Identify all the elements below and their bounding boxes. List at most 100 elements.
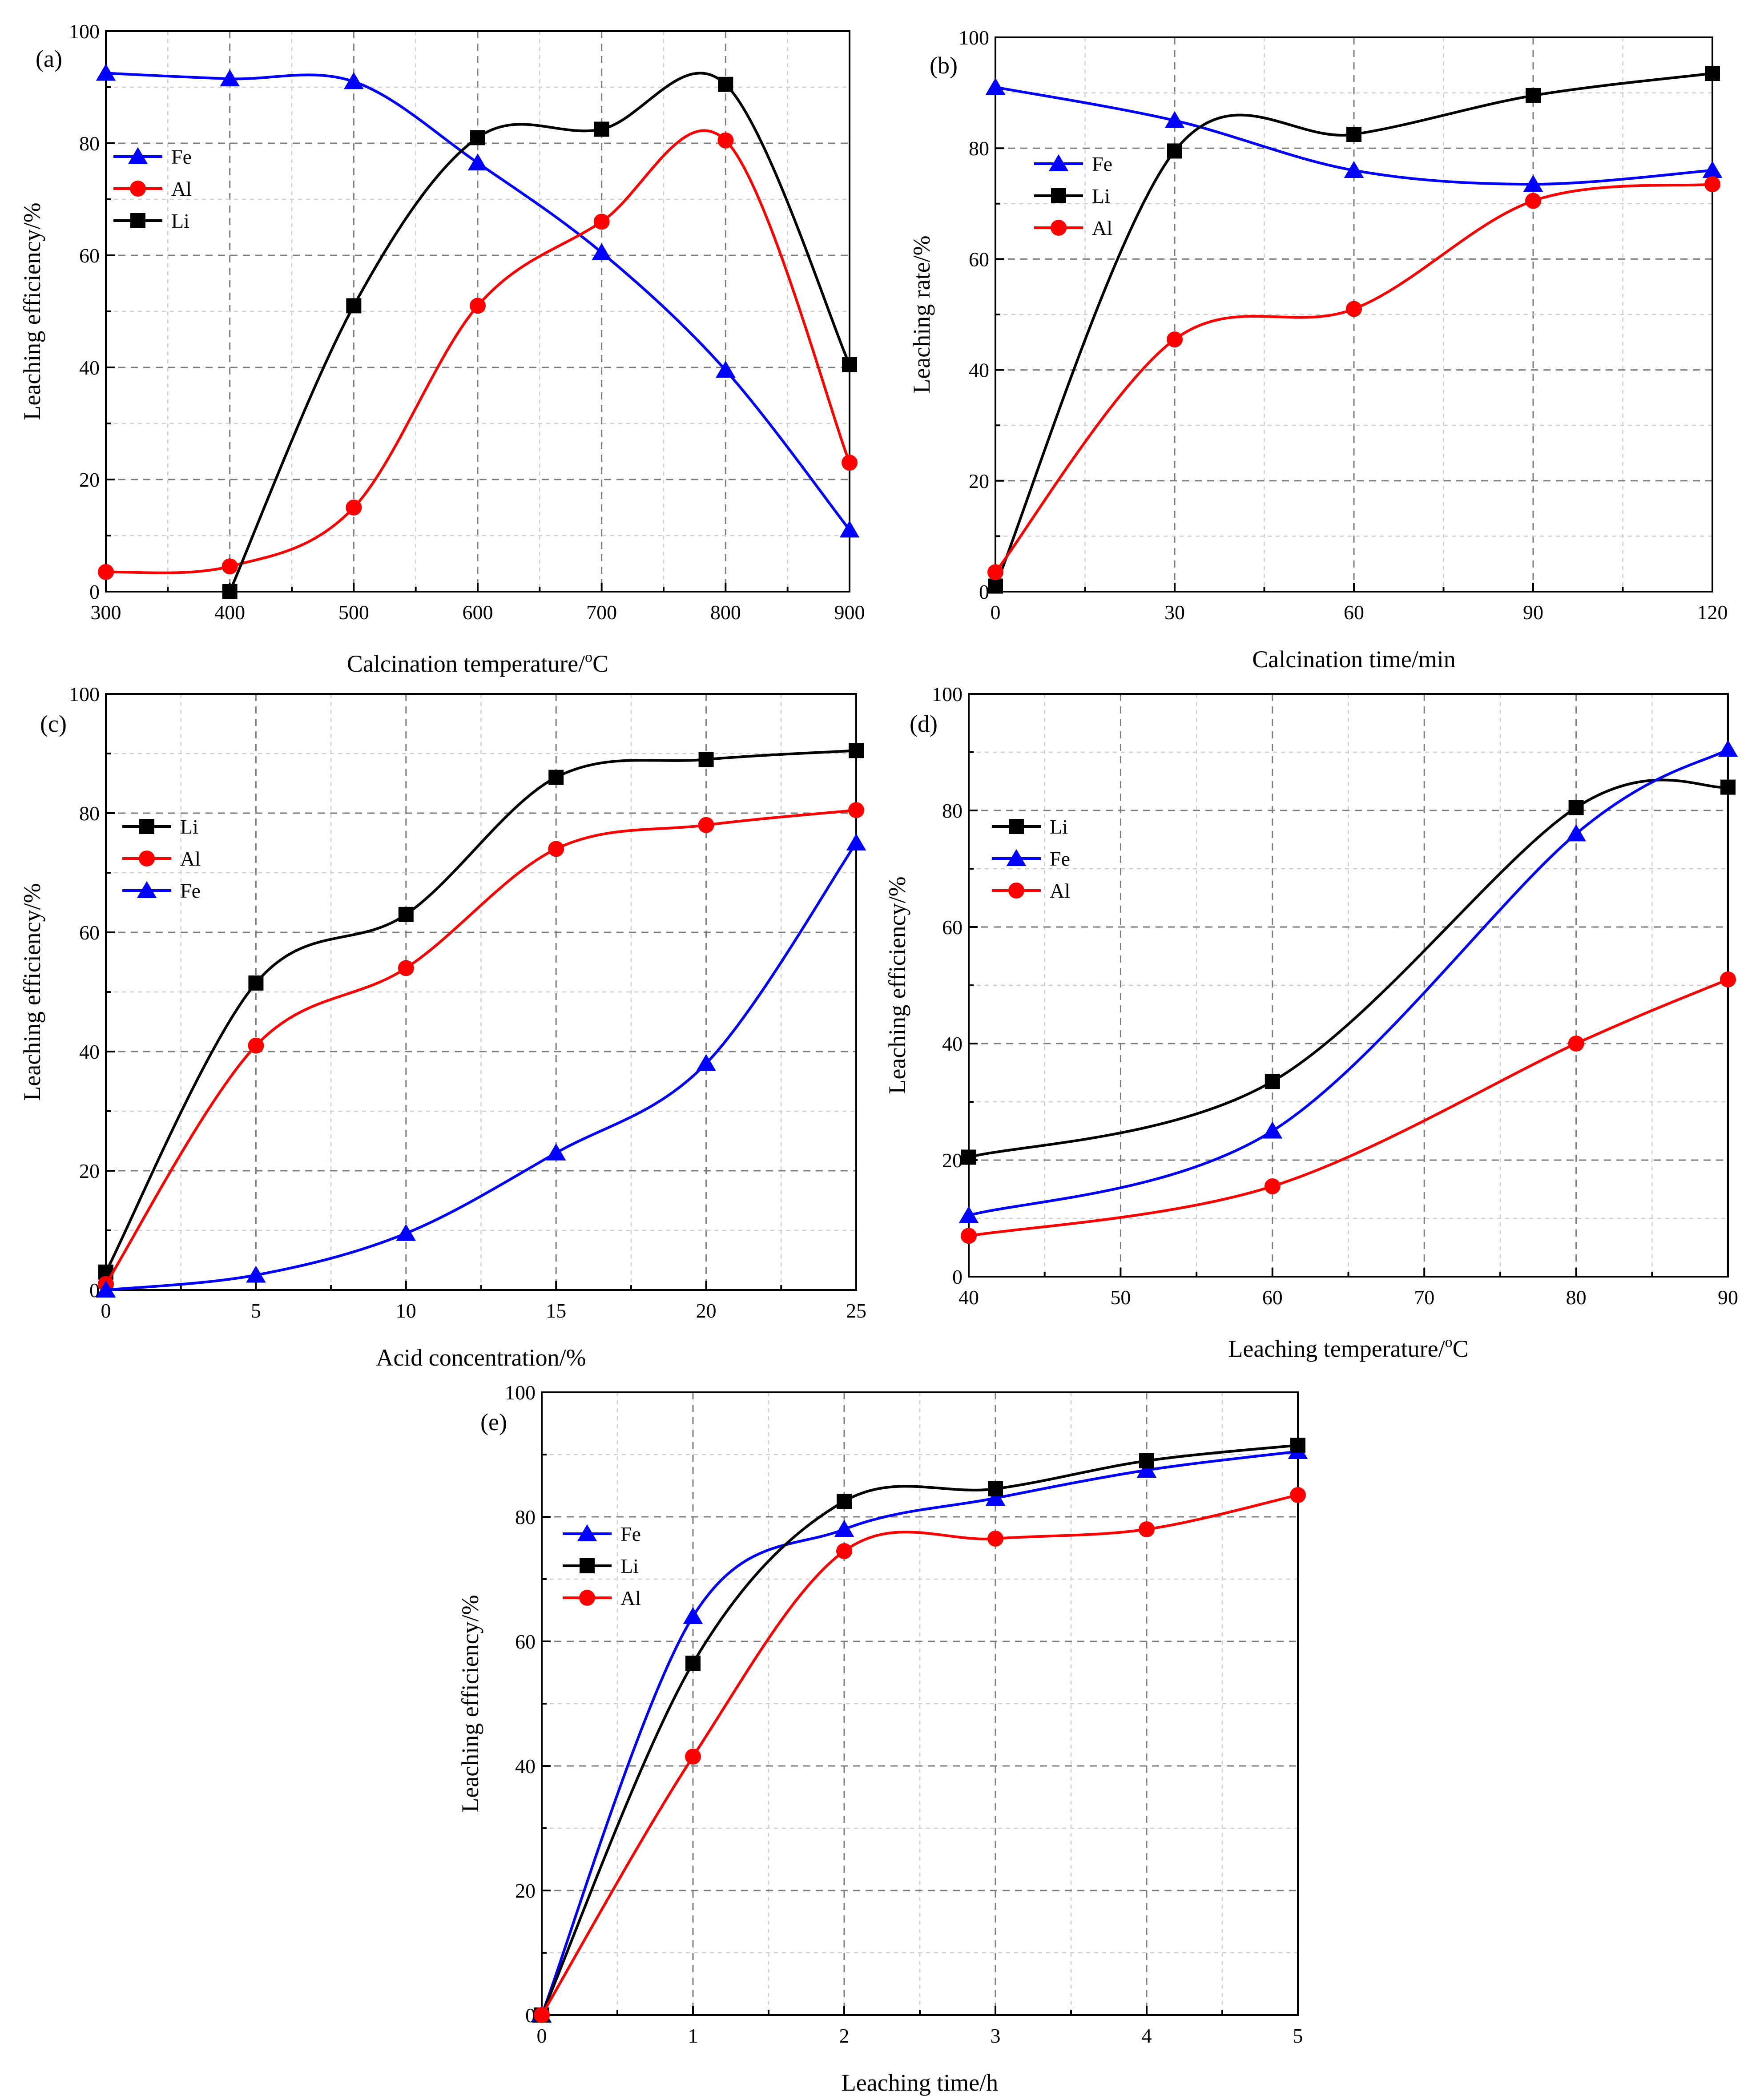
x-tick-label: 1 <box>688 2024 698 2047</box>
series-line-fe <box>105 842 858 1291</box>
x-axis-title: Leaching time/h <box>842 2069 998 2096</box>
data-point-al <box>987 564 1003 580</box>
series-fe <box>959 740 1738 1223</box>
axis-ticks: 300 400 500 600 700 800 900 0 20 40 60 80 100 <box>69 20 865 624</box>
data-point-li <box>961 1149 976 1165</box>
x-tick-label: 700 <box>586 601 617 624</box>
legend-label-al: Al <box>171 177 192 200</box>
series-al <box>98 129 858 580</box>
data-point-li <box>988 1481 1003 1496</box>
y-tick-label: 60 <box>969 248 989 270</box>
data-point-al <box>1264 1178 1281 1194</box>
legend-marker-fe <box>128 147 148 164</box>
x-tick-label: 0 <box>991 601 1001 624</box>
legend: Fe Li Al <box>1034 153 1112 239</box>
data-point-al <box>222 558 238 575</box>
data-point-al <box>1139 1521 1155 1537</box>
data-point-fe <box>396 1224 416 1241</box>
series-li <box>988 65 1720 594</box>
y-tick-label: 0 <box>952 1266 963 1288</box>
x-tick-label: 4 <box>1142 2024 1152 2047</box>
y-tick-label: 100 <box>69 20 100 43</box>
data-point-fe <box>96 1280 116 1298</box>
legend-marker-fe <box>577 1524 597 1541</box>
legend-marker-al <box>1051 220 1067 236</box>
data-point-li <box>1720 779 1736 795</box>
series-li <box>98 743 864 1280</box>
data-point-fe <box>220 69 240 87</box>
x-tick-label: 900 <box>834 601 865 624</box>
x-tick-label: 70 <box>1414 1286 1434 1309</box>
y-axis-title: Leaching efficiency/% <box>457 1595 483 1812</box>
chart-panel-3: 40 50 60 70 80 90 0 20 40 60 80 100 Leaching tempera… <box>884 683 1738 1362</box>
series-al <box>987 176 1720 580</box>
x-axis-title-text: Calcination temperature/ <box>347 650 585 677</box>
chart-panel-0: 300 400 500 600 700 800 900 0 20 40 60 80 100 Calcina… <box>19 20 865 677</box>
data-point-fe <box>985 77 1006 95</box>
x-tick-label: 2 <box>839 2024 850 2047</box>
x-tick-label: 5 <box>251 1299 261 1322</box>
x-tick-label: 0 <box>101 1299 111 1322</box>
data-point-li <box>685 1656 701 1671</box>
y-tick-label: 80 <box>969 137 989 160</box>
data-point-al <box>346 500 362 516</box>
chart-panel-1: 0 30 60 90 120 0 20 40 60 80 100 Calcination time/m… <box>908 26 1728 673</box>
data-point-al <box>685 1749 701 1765</box>
data-point-al <box>836 1543 852 1559</box>
data-point-al <box>398 960 414 976</box>
data-point-al <box>1346 301 1362 317</box>
y-tick-label: 80 <box>515 1506 536 1528</box>
data-point-al <box>1720 971 1736 988</box>
x-tick-label: 600 <box>463 601 493 624</box>
data-point-al <box>1167 331 1183 348</box>
grid-lines <box>969 694 1728 1277</box>
data-point-li <box>1265 1074 1280 1089</box>
x-axis-title: Leaching temperature/oC <box>1228 1334 1468 1362</box>
data-point-li <box>594 121 609 137</box>
legend-marker-li <box>139 819 154 834</box>
x-tick-label: 800 <box>710 601 741 624</box>
panel-label: (a) <box>36 45 62 72</box>
data-point-fe <box>1718 740 1738 757</box>
legend: Li Al Fe <box>122 815 201 902</box>
data-point-li <box>222 584 238 599</box>
legend-label-al: Al <box>1050 879 1070 902</box>
data-point-fe <box>1136 1460 1157 1478</box>
y-tick-label: 0 <box>979 580 989 603</box>
data-point-fe <box>1702 161 1723 178</box>
series-line-al <box>967 978 1729 1237</box>
legend-marker-li <box>580 1558 595 1573</box>
series-fe <box>96 64 860 538</box>
x-tick-label: 3 <box>991 2024 1001 2047</box>
data-point-al <box>593 214 610 230</box>
data-point-fe <box>1523 174 1543 192</box>
data-point-li <box>837 1494 852 1509</box>
data-point-fe <box>959 1206 979 1223</box>
data-point-li <box>1568 800 1584 815</box>
legend-marker-li <box>130 213 145 228</box>
data-point-fe <box>344 72 364 89</box>
data-point-fe <box>1566 824 1586 842</box>
x-tick-label: 30 <box>1164 601 1185 624</box>
data-point-li <box>248 975 264 991</box>
data-point-fe <box>467 153 488 171</box>
legend-marker-fe <box>1048 154 1069 171</box>
data-point-al <box>842 455 858 471</box>
series-al <box>961 971 1736 1244</box>
x-axis-title: Calcination time/min <box>1252 646 1455 673</box>
legend-label-fe: Fe <box>1092 153 1112 175</box>
data-point-fe <box>1164 111 1185 128</box>
data-point-li <box>718 77 733 92</box>
x-axis-title: Acid concentration/% <box>376 1344 586 1371</box>
series-line-al <box>994 183 1714 574</box>
x-axis-title-superscript: o <box>1445 1334 1453 1350</box>
data-point-li <box>1139 1453 1154 1468</box>
data-point-fe <box>546 1143 566 1161</box>
y-tick-label: 40 <box>942 1032 963 1055</box>
series-li <box>961 778 1736 1165</box>
y-tick-label: 100 <box>69 683 100 705</box>
y-tick-label: 80 <box>942 799 963 822</box>
